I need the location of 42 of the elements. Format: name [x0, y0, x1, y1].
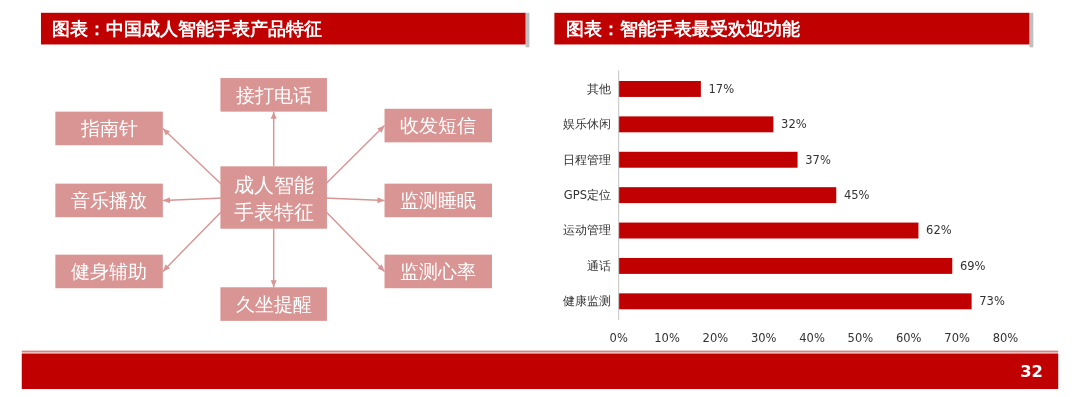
text: 健身辅助: [71, 260, 148, 284]
text: 接打电话: [235, 83, 312, 107]
bar: [618, 116, 774, 133]
text: 收发短信: [400, 114, 477, 138]
data-label: 69%: [959, 258, 986, 273]
x-tick-label: 50%: [847, 330, 874, 345]
text: 图表：中国成人智能手表产品特征: [52, 17, 323, 39]
x-tick-label: 10%: [654, 330, 680, 345]
bar: [618, 187, 837, 204]
data-label: 62%: [926, 223, 952, 238]
text: 监测心率: [400, 260, 477, 284]
text: 32: [1020, 362, 1043, 382]
text: 监测睡眠: [400, 189, 477, 213]
bar: [618, 222, 919, 239]
bar: [618, 257, 953, 274]
x-tick-label: 70%: [944, 330, 970, 345]
x-tick-label: 80%: [992, 330, 1019, 345]
x-tick-label: 40%: [799, 330, 825, 345]
y-tick-label: GPS定位: [563, 187, 612, 202]
y-tick-label: 娱乐休闲: [563, 117, 612, 132]
data-label: 32%: [781, 117, 807, 132]
data-label: 37%: [805, 152, 831, 167]
x-tick-label: 30%: [750, 330, 777, 345]
y-tick-label: 其他: [587, 81, 612, 96]
data-label: 45%: [843, 187, 870, 202]
text: 成人智能手表特征: [233, 173, 314, 225]
bar: [618, 151, 798, 168]
bar: [618, 81, 701, 97]
y-tick-label: 通话: [587, 258, 612, 273]
chart-title: 图表：智能手表最受欢迎功能: [565, 17, 800, 39]
y-tick-label: 运动管理: [563, 223, 612, 238]
data-label: 17%: [708, 81, 735, 96]
y-tick-label: 健康监测: [563, 294, 612, 309]
text: 音乐播放: [71, 189, 148, 213]
x-tick-label: 20%: [702, 330, 729, 345]
text: 久坐提醒: [235, 292, 312, 316]
data-label: 73%: [979, 294, 1005, 309]
x-tick-label: 0%: [609, 330, 628, 345]
bar: [618, 293, 972, 310]
y-tick-label: 日程管理: [563, 152, 612, 167]
x-tick-label: 60%: [895, 330, 922, 345]
text: 指南针: [79, 117, 138, 141]
